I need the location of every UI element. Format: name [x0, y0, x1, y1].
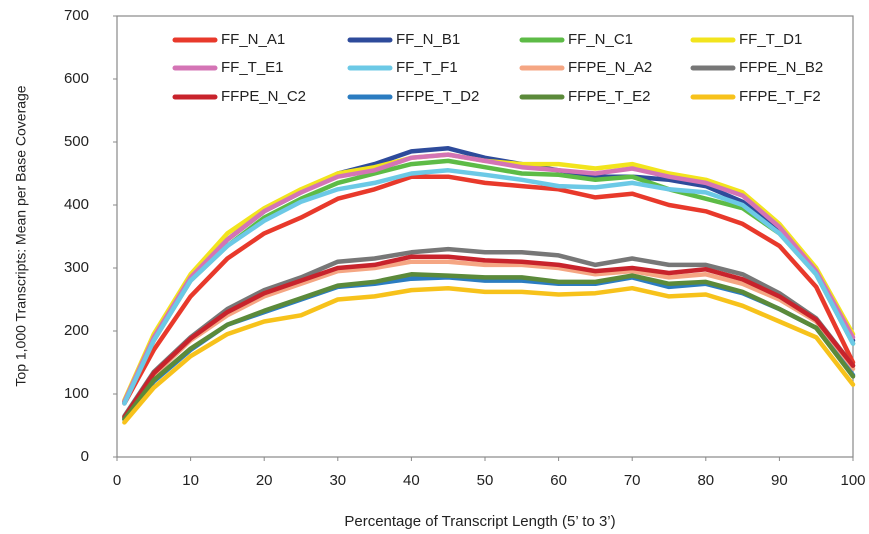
legend-label: FFPE_T_D2: [396, 88, 479, 105]
series-line: [122, 285, 856, 425]
y-tick-label: 300: [64, 259, 89, 276]
x-tick-label: 90: [771, 472, 788, 489]
y-tick-label: 600: [64, 70, 89, 87]
x-tick-label: 60: [550, 472, 567, 489]
series-line: [122, 152, 856, 404]
y-tick-label: 400: [64, 196, 89, 213]
x-tick-label: 0: [113, 472, 121, 489]
x-tick-label: 40: [403, 472, 420, 489]
y-tick-label: 500: [64, 133, 89, 150]
series-line: [122, 254, 856, 420]
x-tick-label: 100: [840, 472, 865, 489]
legend-label: FF_T_F1: [396, 59, 458, 76]
y-tick-label: 0: [81, 448, 89, 465]
series-line: [122, 168, 856, 406]
x-axis-label: Percentage of Transcript Length (5’ to 3…: [344, 513, 615, 530]
x-tick-label: 50: [477, 472, 494, 489]
legend-label: FFPE_N_A2: [568, 59, 652, 76]
legend-label: FF_N_B1: [396, 31, 460, 48]
legend-label: FF_N_A1: [221, 31, 285, 48]
legend-label: FF_T_E1: [221, 59, 284, 76]
series-line: [122, 259, 856, 421]
legend-label: FF_N_C1: [568, 31, 633, 48]
y-tick-label: 200: [64, 322, 89, 339]
x-tick-label: 30: [329, 472, 346, 489]
series-line: [122, 246, 856, 419]
series-line: [122, 174, 856, 406]
series-line: [122, 275, 856, 422]
x-tick-label: 10: [182, 472, 199, 489]
x-tick-label: 20: [256, 472, 273, 489]
legend-label: FFPE_T_E2: [568, 88, 651, 105]
x-tick-label: 70: [624, 472, 641, 489]
legend-label: FFPE_N_B2: [739, 59, 823, 76]
y-axis-label: Top 1,000 Transcripts: Mean per Base Cov…: [13, 85, 29, 386]
x-tick-label: 80: [697, 472, 714, 489]
y-tick-label: 700: [64, 7, 89, 24]
y-tick-label: 100: [64, 385, 89, 402]
series-line: [122, 272, 856, 422]
legend-label: FFPE_N_C2: [221, 88, 306, 105]
legend-label: FF_T_D1: [739, 31, 802, 48]
legend-label: FFPE_T_F2: [739, 88, 821, 105]
